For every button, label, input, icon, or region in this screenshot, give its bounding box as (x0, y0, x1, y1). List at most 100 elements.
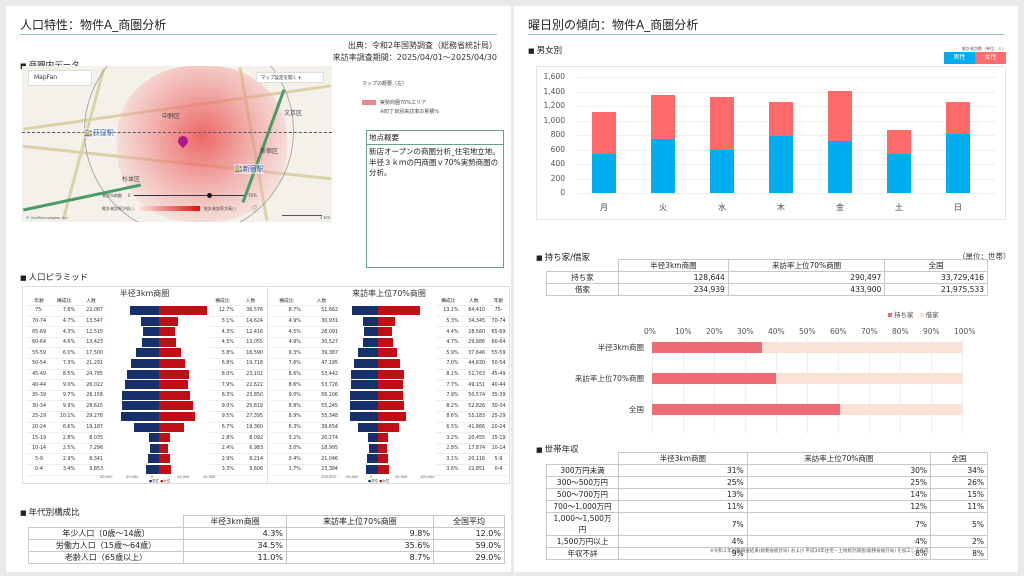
female-ratio: 6.8% (209, 358, 236, 370)
female-ratio: 2.4% (209, 443, 236, 455)
y-tick: 1,400 (543, 86, 565, 96)
pyramid-row: 9.5% 27,395 (209, 411, 265, 423)
male-count: 30,527 (302, 337, 340, 349)
female-bar (159, 401, 193, 411)
male-ratio: 2.9% (51, 453, 78, 465)
male-count: 26,022 (77, 379, 105, 391)
pyramid-row: 8.0% 23,102 (209, 369, 265, 381)
male-bar (121, 401, 159, 411)
gridline (683, 339, 684, 434)
x-label: 土 (895, 203, 903, 212)
footnote: ※令和２年国勢調査結果(総務省統計局) および 平成30年住宅・土地統計調査(総… (710, 549, 929, 554)
male-bar (769, 136, 793, 193)
female-ratio: 12.7% (209, 305, 236, 317)
female-count: 28,560 (460, 326, 488, 338)
male-bar (367, 454, 378, 464)
heat-gradient-bar (140, 206, 200, 211)
trade-area-map[interactable]: MapFan マップ設定を開く ▾ 文京区 新宿区 杉並区 中野区 🚉荻窪駅 🚉… (22, 66, 332, 222)
male-ratio: 3.4% (51, 464, 78, 476)
male-count: 18,995 (302, 443, 340, 455)
axis-tick: -20,000 (125, 475, 139, 479)
x-tick: 80% (892, 327, 909, 336)
age-label: 10-14 (27, 443, 52, 455)
age-label: 25-29 (27, 411, 52, 423)
male-bar (362, 316, 378, 326)
female-bar (159, 412, 195, 421)
legend-swatch (362, 100, 376, 105)
cell-value: 13% (618, 488, 748, 501)
age-label: 40-44 (27, 379, 52, 391)
male-bar (651, 138, 675, 193)
female-count: 19,718 (235, 358, 265, 370)
pyramid-row: 3.6% 22,851 0-4 (436, 464, 510, 476)
female-ratio: 3.6% (436, 464, 461, 476)
row-label: 700～1,000万円 (546, 500, 619, 513)
pyramid-row: 4.9% 30,527 (270, 337, 340, 349)
female-bar (378, 454, 389, 464)
pyramid-row: 8.6% 53,442 (270, 369, 340, 381)
male-bar (946, 134, 970, 193)
pyramid-row: 6.5% 41,866 20-24 (436, 422, 510, 434)
cell-value: 290,497 (727, 271, 886, 284)
row-label: 借家 (546, 283, 619, 296)
visit-rate-slider[interactable] (134, 195, 244, 196)
pyramid-row: 35-39 9.7% 28,158 (27, 390, 105, 402)
male-bar (367, 433, 378, 443)
map-settings-dropdown[interactable]: マップ設定を開く ▾ (256, 72, 324, 83)
male-ratio: 2.5% (51, 443, 78, 455)
female-count: 6,983 (235, 443, 265, 455)
age-label: 60-64 (487, 337, 510, 349)
male-count: 20,274 (302, 432, 340, 444)
female-bar (159, 359, 185, 368)
legend-unit: 推計来訪数（単位：人） (962, 46, 1006, 51)
age-label: 15-19 (487, 432, 510, 444)
male-count: 28,615 (77, 400, 105, 413)
female-count: 51,763 (460, 369, 488, 381)
cell-value: 12.0% (432, 527, 506, 540)
pyramid-row: 50-54 7.3% 21,291 (27, 358, 105, 370)
pyramid-row: 5-9 2.9% 8,341 (27, 453, 105, 465)
female-ratio: 7.9% (436, 390, 461, 402)
gender-legend: 推計来訪数（単位：人） 男性 女性 (944, 46, 1006, 64)
female-bar (378, 327, 393, 337)
male-bar (126, 369, 159, 379)
female-bar (769, 102, 793, 137)
pyramid-row: 7.9% 50,574 35-39 (436, 390, 510, 402)
male-bar (358, 348, 378, 358)
female-bar (378, 306, 421, 315)
male-bar (349, 390, 378, 400)
pyramid-row: 7.0% 44,830 50-54 (436, 358, 510, 370)
age-label: 40-44 (487, 379, 510, 391)
slider-knob[interactable] (207, 192, 212, 198)
cell-value: 7% (746, 512, 931, 536)
pyramid-3km: 半径3km商圏 年齢 構成比 人数 75- 7.6% 22,087 70-74 4.7% 13,… (23, 287, 266, 483)
female-bar (159, 443, 169, 453)
female-ratio: 9.5% (209, 411, 236, 423)
male-count: 28,158 (77, 390, 105, 402)
pyramid-row: 4.5% 28,091 (270, 326, 340, 338)
cell-value: 29.0% (432, 551, 506, 564)
female-bar (159, 306, 207, 315)
age-label: 20-24 (487, 422, 510, 434)
x-label: 金 (836, 203, 844, 212)
cell-value: 128,644 (618, 271, 729, 284)
column-header: 半径3km商圏 (618, 452, 748, 465)
x-label: 水 (718, 203, 726, 212)
male-ratio: 4.9% (270, 337, 303, 349)
table-row: 500～700万円 13% 14% 15% (546, 488, 989, 501)
female-count: 23,850 (235, 390, 265, 402)
age-label: 30-34 (487, 400, 510, 413)
help-icon[interactable]: ⓘ (252, 206, 259, 213)
summary-text[interactable]: 新店オープンの商圏分析_住宅地立地。半径３ｋｍの円商圏ｖ70%実勢商圏の分析。 (369, 147, 500, 177)
male-count: 13,547 (77, 316, 105, 328)
map-copyright: © GeoTechnologies, Inc. (26, 216, 69, 220)
pyramid-row: 2.8% 17,874 10-14 (436, 443, 510, 455)
female-ratio: 3.2% (436, 432, 461, 444)
pyramid-row: 10-14 2.5% 7,296 (27, 443, 105, 455)
rent-bar (776, 373, 962, 384)
age-label: 70-74 (27, 316, 52, 328)
slider-max: 70% (248, 193, 257, 198)
male-bar (136, 348, 159, 358)
map-scale-label: 2 km (319, 215, 330, 220)
pyramid-row: 30-34 9.9% 28,615 (27, 400, 105, 413)
